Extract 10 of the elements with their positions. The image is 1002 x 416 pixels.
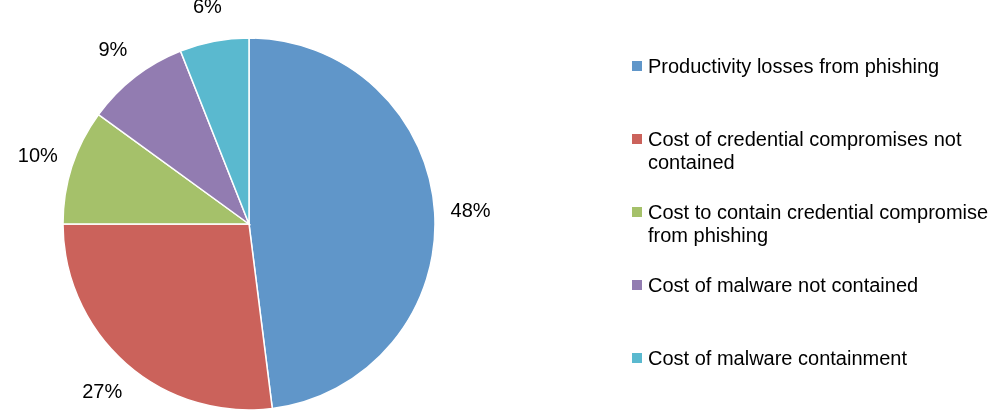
data-label: 48% [450, 199, 491, 222]
legend-label: Cost of credential compromises not contained [648, 128, 962, 173]
data-label: 6% [192, 0, 223, 17]
data-label: 9% [98, 37, 128, 60]
legend-label: Cost of malware not contained [648, 274, 919, 296]
legend-label: Cost of malware containment [648, 347, 908, 369]
data-label: 27% [82, 379, 123, 402]
data-label: 10% [17, 144, 59, 167]
legend-label: Productivity losses from phishing [648, 55, 940, 77]
legend-label: Cost to contain credential compromise from phishing [648, 201, 989, 246]
